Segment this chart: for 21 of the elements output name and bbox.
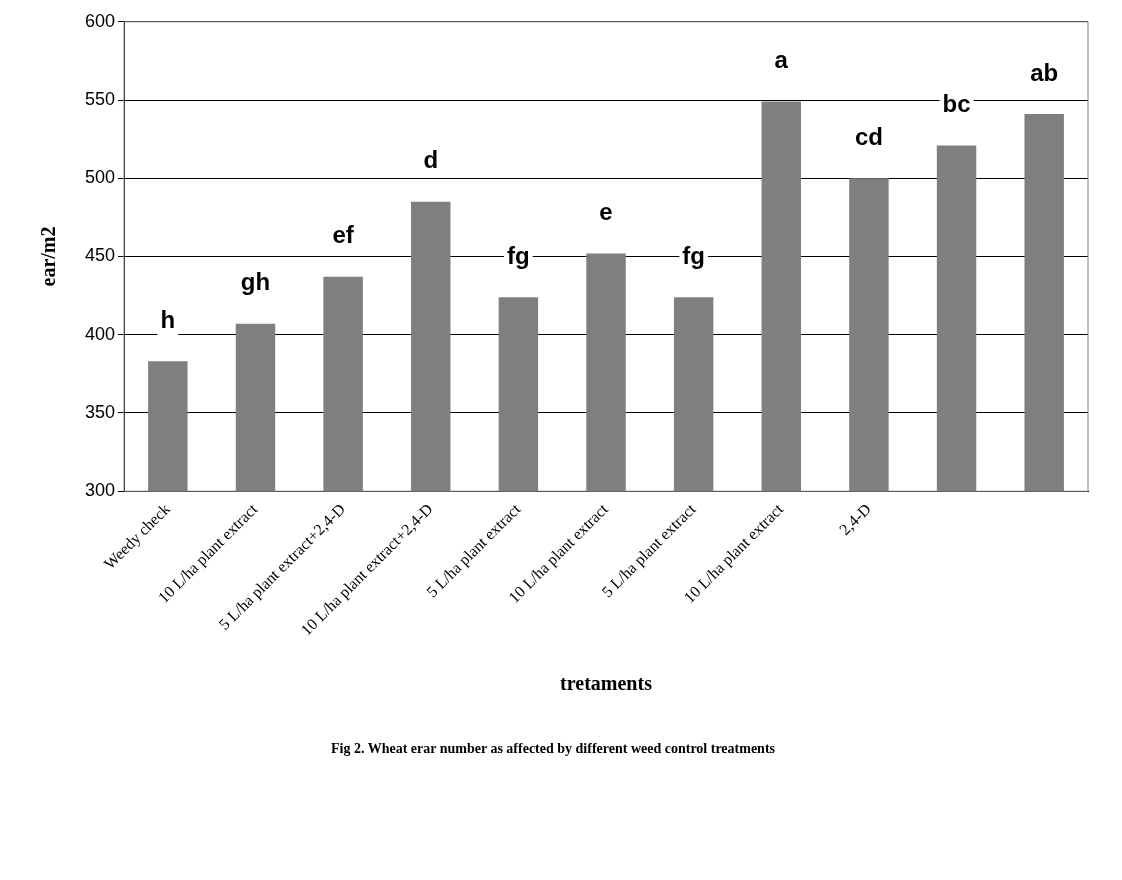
data-label: fg — [682, 241, 705, 269]
data-label: a — [774, 46, 789, 74]
data-label: gh — [240, 268, 271, 296]
data-label: ab — [1030, 58, 1059, 86]
y-axis-title: ear/m2 — [37, 226, 60, 287]
y-tick-label: 350 — [84, 401, 116, 422]
x-axis-title: tretaments — [560, 672, 653, 695]
y-tick-label: 500 — [84, 167, 116, 188]
data-label: fg — [507, 241, 530, 269]
y-tick-label: 550 — [84, 89, 116, 110]
data-label: bc — [942, 90, 971, 118]
data-label: d — [423, 146, 439, 174]
data-label: h — [160, 305, 176, 333]
y-tick-label: 400 — [84, 323, 116, 344]
y-tick-label: 300 — [84, 480, 116, 501]
data-label: cd — [854, 122, 883, 150]
y-tick-label: 450 — [84, 245, 116, 266]
text: Fig 2. Wheat erar number as affected by different weed control treatments — [330, 741, 776, 757]
data-label: ef — [332, 221, 355, 249]
y-tick-label: 600 — [84, 10, 116, 31]
data-label: e — [599, 198, 613, 226]
